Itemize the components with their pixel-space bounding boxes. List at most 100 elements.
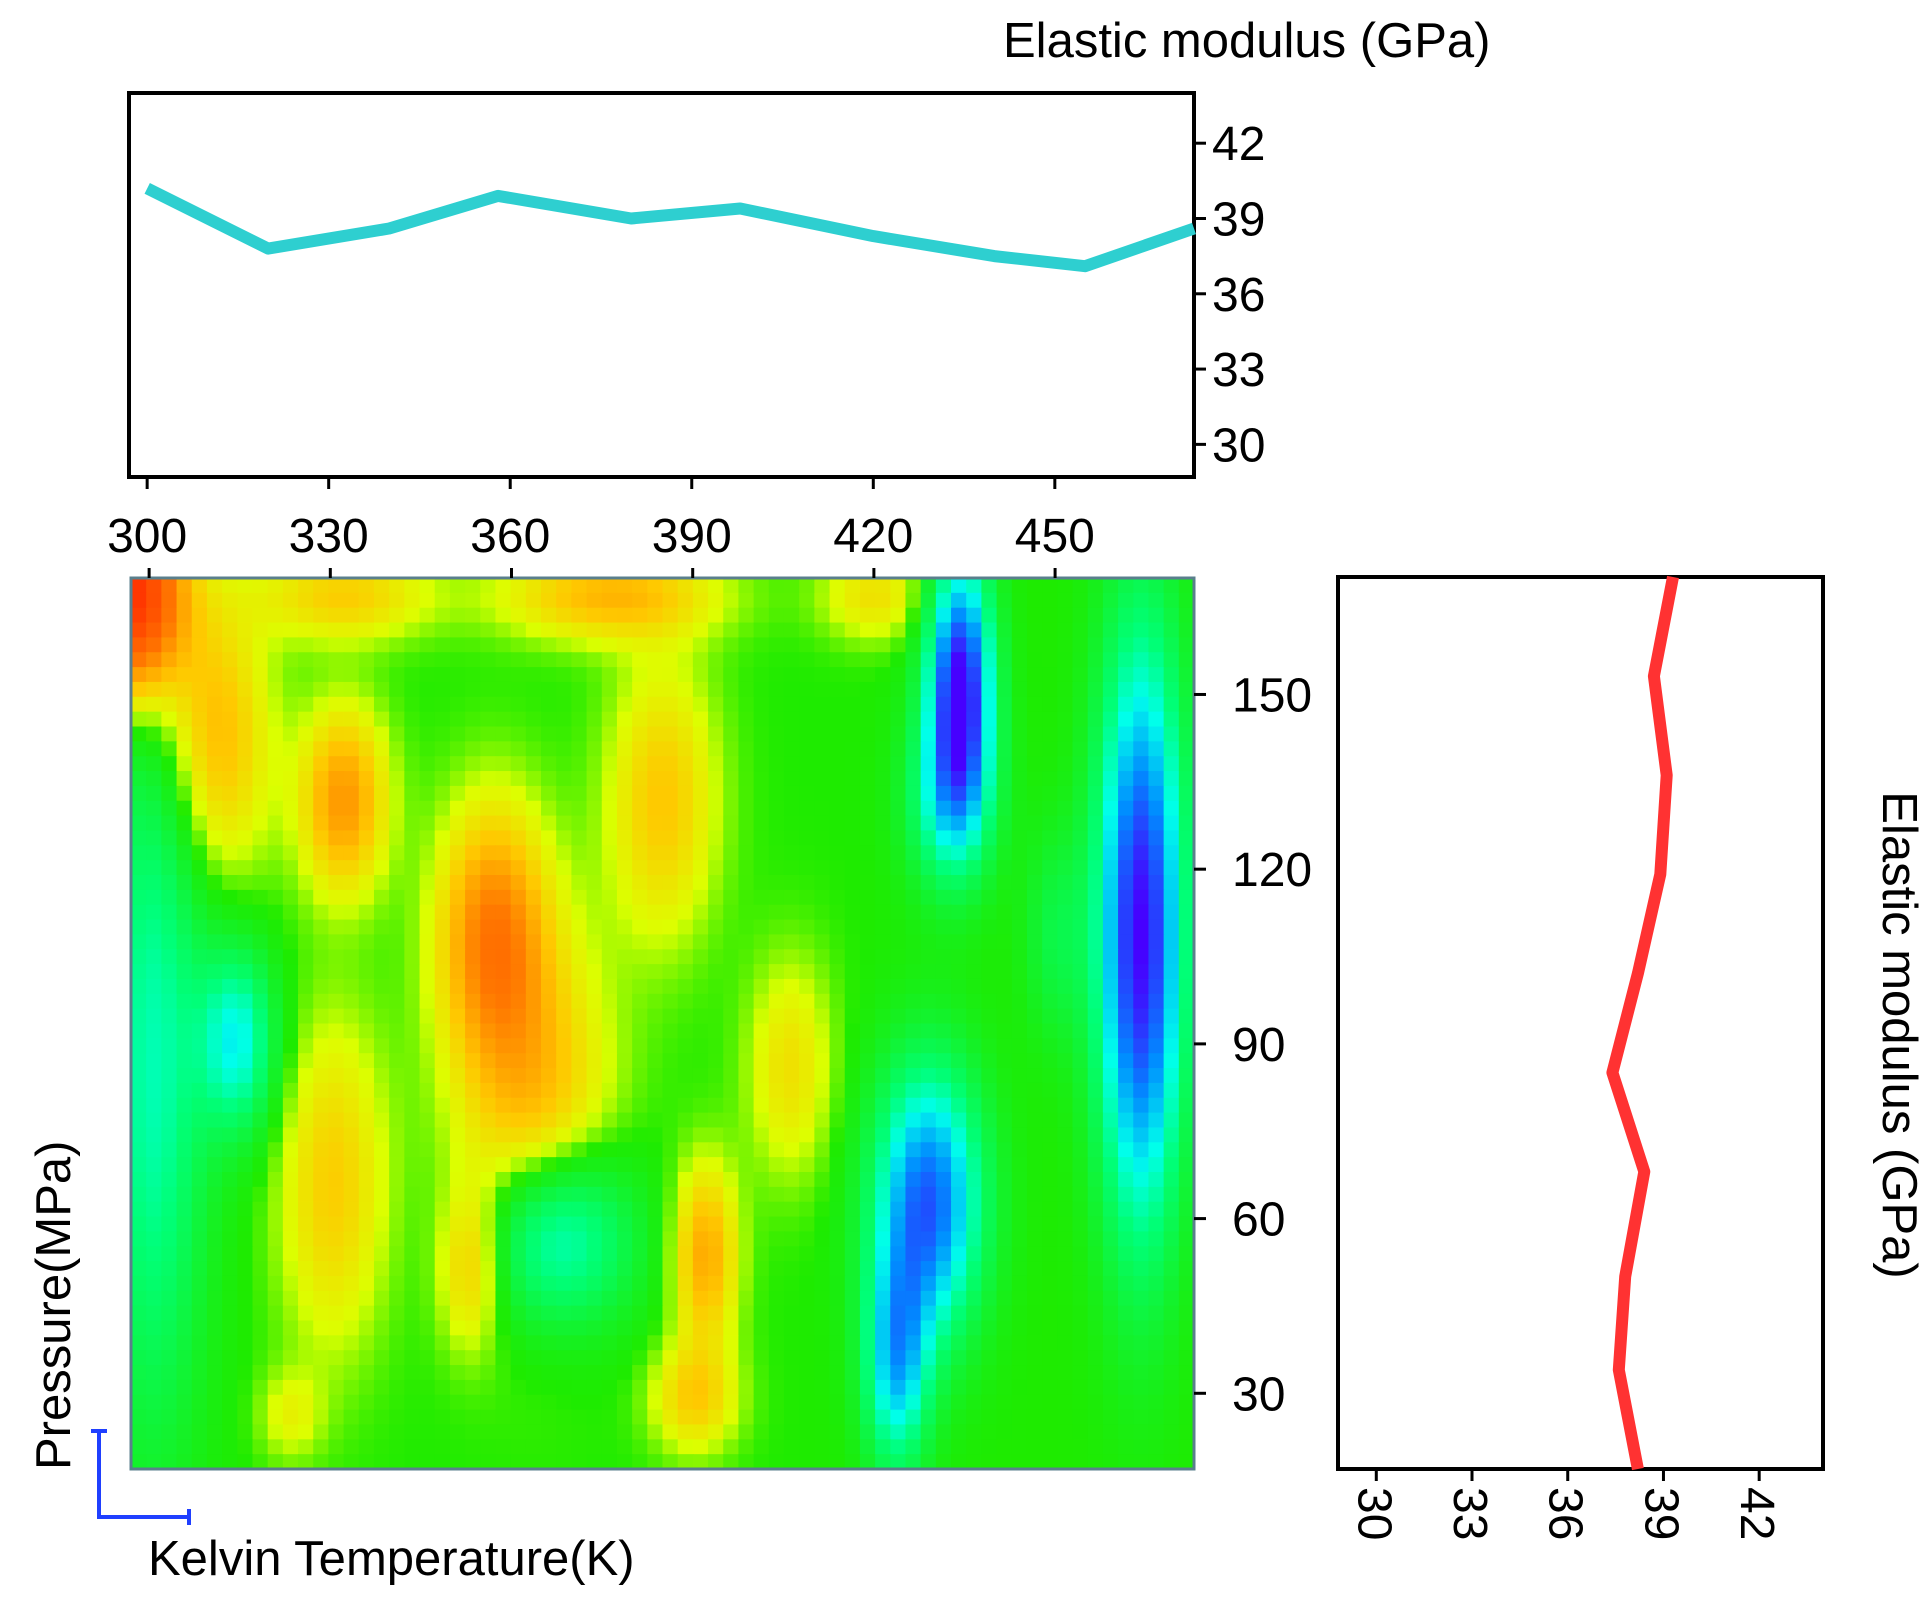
heatmap-cell [647,771,664,787]
heatmap-cell [951,1409,967,1426]
heatmap-cell [920,1186,937,1203]
heatmap-cell [920,993,937,1010]
heatmap-cell [783,652,800,668]
heatmap-cell [389,1186,405,1203]
heatmap-cell [282,1097,299,1114]
heatmap-cell [176,815,193,832]
heatmap-cell [237,889,254,906]
heatmap-cell [723,771,740,787]
heatmap-cell [723,785,740,802]
heatmap-cell [373,993,390,1010]
heatmap-cell [419,815,436,832]
heatmap-cell [723,1409,740,1426]
heatmap-cell [267,681,284,698]
heatmap-cell [1042,1335,1058,1351]
heatmap-cell [768,875,785,891]
heatmap-cell [176,1157,193,1173]
heatmap-cell [859,1394,876,1411]
heatmap-cell [313,1409,330,1426]
heatmap-cell [131,1127,147,1143]
heatmap-cell [206,1112,223,1129]
heatmap-cell [465,1068,481,1084]
heatmap-cell [298,667,314,683]
heatmap-cell [176,1454,193,1469]
heatmap-cell [373,637,390,653]
heatmap-cell [510,904,527,921]
heatmap-cell [1057,993,1074,1010]
heat-ytick-label: 90 [1232,1019,1285,1072]
heatmap-cell [1178,667,1194,683]
heatmap-cell [404,1454,421,1469]
heatmap-cell [146,592,162,609]
heatmap-cell [131,1275,147,1292]
heatmap-cell [1072,1305,1089,1322]
heatmap-cell [996,815,1013,832]
heatmap-cell [723,830,740,846]
heatmap-cell [495,800,512,817]
heatmap-cell [632,1424,648,1440]
heatmap-cell [510,978,527,995]
heatmap-cell [632,607,648,624]
heatmap-cell [358,875,375,891]
heatmap-cell [1133,889,1150,906]
heatmap-cell [662,1127,679,1143]
heatmap-cell [495,652,512,668]
heatmap-cell [844,1068,861,1084]
heatmap-cell [692,1068,709,1084]
heatmap-cell [632,785,648,802]
heatmap-cell [875,800,891,817]
heatmap-cell [161,860,178,876]
heatmap-cell [814,1439,831,1455]
heatmap-cell [206,993,223,1010]
heatmap-cell [753,1038,770,1054]
heatmap-cell [298,1038,314,1054]
heatmap-cell [768,1246,785,1262]
heatmap-cell [206,1320,223,1336]
heatmap-cell [267,1305,284,1322]
heatmap-cell [844,875,861,891]
heatmap-cell [267,1246,284,1262]
heatmap-cell [267,1172,284,1188]
heatmap-cell [1042,1275,1058,1292]
heatmap-cell [799,1142,815,1158]
heatmap-cell [222,1409,238,1426]
heatmap-cell [571,1439,588,1455]
heatmap-cell [677,696,694,713]
heatmap-cell [1102,1439,1119,1455]
heatmap-cell [389,1246,405,1262]
heatmap-cell [935,1261,952,1277]
heatmap-cell [616,934,633,950]
heatmap-cell [161,726,178,742]
heatmap-cell [859,1231,876,1247]
heatmap-cell [191,1053,208,1069]
heatmap-cell [328,1053,345,1069]
heatmap-cell [981,1172,998,1188]
heatmap-cell [510,919,527,935]
heatmap-cell [859,652,876,668]
heatmap-cell [601,1201,618,1218]
heatmap-cell [1163,993,1180,1010]
heatmap-cell [373,1186,390,1203]
heatmap-cell [358,1290,375,1307]
heatmap-cell [282,741,299,757]
heatmap-cell [419,1439,436,1455]
heatmap-cell [252,1112,269,1129]
heatmap-cell [1026,1409,1043,1426]
heatmap-cell [541,1454,557,1469]
heatmap-cell [222,1172,238,1188]
heatmap-cell [1178,1172,1194,1188]
heatmap-cell [844,1439,861,1455]
heatmap-cell [905,845,922,861]
heatmap-cell [996,800,1013,817]
heatmap-cell [662,889,679,906]
heatmap-cell [1163,1365,1180,1381]
heatmap-cell [951,1186,967,1203]
heatmap-cell [844,800,861,817]
heatmap-cell [951,1320,967,1336]
heatmap-cell [875,652,891,668]
heatmap-cell [647,1394,664,1411]
heatmap-cell [495,1305,512,1322]
heatmap-cell [373,622,390,638]
heatmap-cell [1148,889,1165,906]
heatmap-cell [267,1365,284,1381]
